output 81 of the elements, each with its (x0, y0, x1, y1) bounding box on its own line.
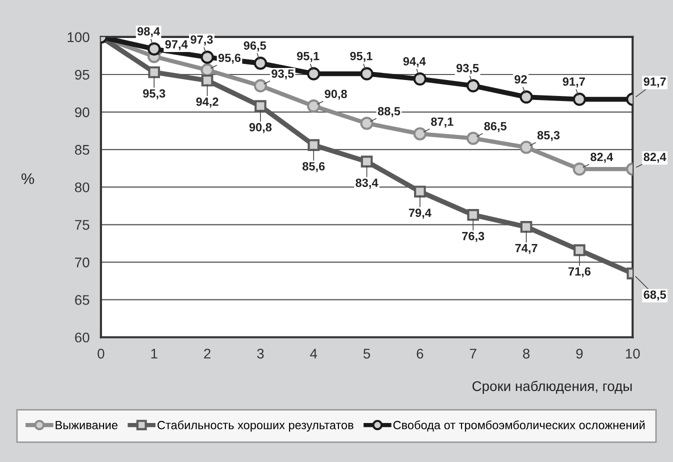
point (413, 72, 427, 86)
data-label: 83,4 (356, 178, 378, 189)
data-label: 90,8 (249, 123, 272, 134)
point (254, 100, 266, 112)
point (520, 140, 533, 154)
x-tick-label: 5 (363, 348, 370, 359)
y-tick-label: 85 (74, 144, 90, 155)
point (360, 156, 373, 168)
x-tick-label: 0 (98, 348, 104, 359)
data-label: 74,7 (515, 244, 538, 254)
data-label: 88,5 (378, 106, 400, 118)
data-label: 95,3 (143, 89, 166, 100)
data-label: 94,2 (196, 98, 218, 108)
data-label: 68,5 (644, 290, 666, 301)
point (466, 132, 480, 145)
point (148, 66, 160, 78)
data-label: 76,3 (462, 232, 484, 242)
x-tick-label: 4 (310, 348, 318, 358)
point (466, 79, 480, 92)
point (572, 162, 586, 176)
y-tick-label: 100 (68, 32, 90, 42)
data-label: 91,7 (644, 77, 666, 88)
data-label: 98,4 (137, 27, 160, 38)
data-label: 97,4 (165, 40, 188, 50)
x-axis-title: Сроки наблюдения, годы (472, 380, 632, 394)
y-tick-label: 90 (75, 107, 90, 118)
x-tick-label: 8 (523, 348, 530, 359)
data-label: 87,1 (431, 118, 454, 128)
point (520, 220, 532, 233)
point (254, 79, 268, 92)
y-tick-label: 75 (75, 220, 90, 230)
y-tick-label: 65 (75, 295, 90, 305)
point (307, 67, 320, 80)
data-label: 79,4 (408, 208, 432, 219)
data-label: 71,6 (568, 267, 591, 278)
point (254, 56, 268, 70)
data-label: 82,4 (644, 152, 666, 163)
x-tick-label: 10 (626, 348, 640, 359)
y-tick-label: 80 (74, 182, 90, 192)
point (413, 127, 427, 140)
data-label: 96,5 (244, 41, 266, 52)
data-label: 91,7 (562, 77, 585, 88)
data-label: 93,5 (456, 64, 479, 74)
x-tick-label: 7 (470, 348, 476, 358)
data-label: 85,3 (537, 131, 560, 142)
point (200, 50, 214, 64)
point (201, 74, 214, 86)
data-label: 85,6 (302, 162, 325, 172)
point (572, 92, 586, 106)
x-tick-label: 1 (151, 348, 158, 358)
data-label: 86,5 (484, 122, 506, 132)
legend-label: Свобода от тромбоэмболических осложнений (393, 420, 645, 432)
y-axis-title: % (22, 173, 34, 184)
point (467, 208, 480, 221)
point (414, 186, 426, 198)
data-label: 95,6 (218, 54, 241, 64)
point (148, 42, 161, 56)
point (308, 139, 320, 151)
data-label: 97,3 (190, 35, 213, 46)
data-label: 95,1 (296, 52, 320, 62)
x-tick-label: 3 (257, 348, 264, 359)
legend-label: Стабильность хороших результатов (158, 420, 354, 432)
point (307, 99, 320, 113)
x-tick-label: 6 (416, 348, 424, 359)
legend-label: Выживание (56, 421, 118, 430)
data-label: 95,1 (350, 52, 372, 62)
point (520, 90, 533, 104)
point (200, 63, 214, 77)
data-label: 90,8 (324, 90, 347, 100)
point (574, 244, 586, 256)
data-label: 82,4 (590, 152, 614, 163)
point (360, 116, 374, 130)
data-label: 93,5 (272, 69, 294, 80)
x-tick-label: 9 (576, 348, 583, 359)
data-label: 92 (514, 75, 527, 84)
x-tick-label: 2 (204, 348, 210, 358)
y-tick-label: 70 (75, 258, 90, 268)
y-tick-label: 60 (75, 332, 90, 342)
y-tick-label: 95 (75, 70, 90, 80)
point (360, 67, 374, 80)
data-label: 94,4 (403, 57, 426, 68)
